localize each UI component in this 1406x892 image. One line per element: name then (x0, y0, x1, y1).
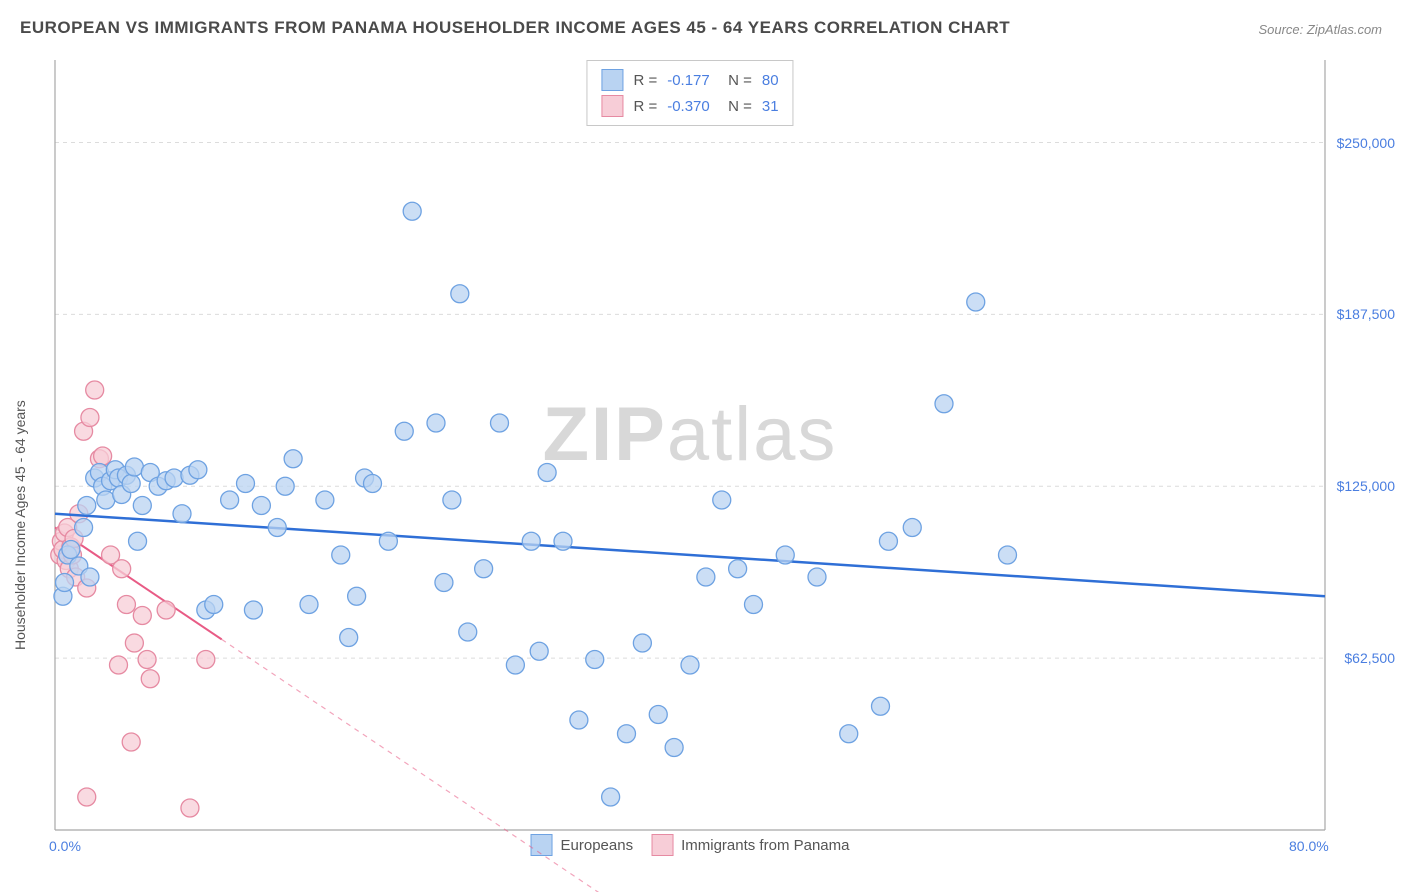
source-attribution: Source: ZipAtlas.com (1258, 22, 1382, 37)
x-tick-label: 0.0% (49, 838, 81, 854)
scatter-plot (55, 60, 1325, 830)
legend-label: Europeans (561, 837, 634, 854)
r-label: R = (633, 72, 657, 89)
chart-area: ZIPatlas R = -0.177 N = 80 R = -0.370 N … (55, 60, 1325, 830)
chart-title: EUROPEAN VS IMMIGRANTS FROM PANAMA HOUSE… (20, 18, 1010, 38)
n-value-1: 31 (762, 98, 779, 115)
r-label: R = (633, 98, 657, 115)
y-tick-label: $187,500 (1337, 306, 1395, 322)
legend-row-europeans: R = -0.177 N = 80 (601, 67, 778, 93)
y-tick-label: $125,000 (1337, 478, 1395, 494)
y-tick-label: $250,000 (1337, 135, 1395, 151)
legend-swatch (531, 834, 553, 856)
legend-label: Immigrants from Panama (681, 837, 849, 854)
y-tick-label: $62,500 (1344, 650, 1395, 666)
r-value-0: -0.177 (667, 72, 710, 89)
correlation-legend: R = -0.177 N = 80 R = -0.370 N = 31 (586, 60, 793, 126)
series-legend: Europeans Immigrants from Panama (531, 834, 850, 856)
r-value-1: -0.370 (667, 98, 710, 115)
legend-item: Immigrants from Panama (651, 834, 849, 856)
x-tick-label: 80.0% (1289, 838, 1329, 854)
n-value-0: 80 (762, 72, 779, 89)
legend-row-panama: R = -0.370 N = 31 (601, 93, 778, 119)
n-label: N = (720, 98, 752, 115)
legend-item: Europeans (531, 834, 634, 856)
y-axis-label: Householder Income Ages 45 - 64 years (12, 400, 28, 650)
legend-swatch (651, 834, 673, 856)
swatch-europeans (601, 69, 623, 91)
swatch-panama (601, 95, 623, 117)
n-label: N = (720, 72, 752, 89)
